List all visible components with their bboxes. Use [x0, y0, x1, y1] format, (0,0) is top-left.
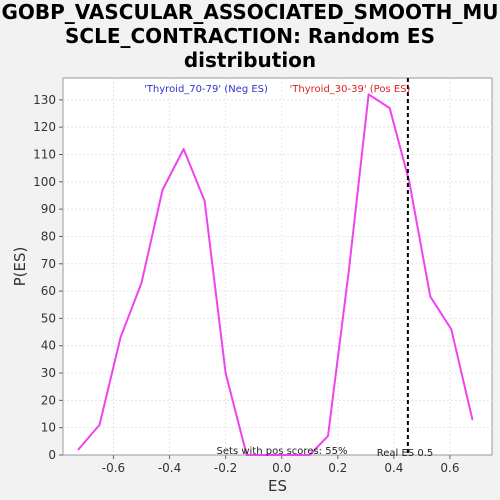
data-point	[245, 454, 248, 456]
y-tick-label: 40	[41, 339, 56, 353]
y-tick-label: 70	[41, 257, 56, 271]
y-tick-label: 30	[41, 366, 56, 380]
y-tick-label: 90	[41, 202, 56, 216]
x-tick-label: -0.4	[158, 461, 181, 475]
real-es-label: Real ES 0.5	[377, 448, 433, 459]
series-marks	[77, 78, 474, 456]
axes: 0 10 20 30 40 50 60 70 80 90 100 110 120 130 -0.6 -0.4 -…	[33, 93, 459, 475]
y-tick-label: 80	[41, 229, 56, 243]
y-axis-title: P(ES)	[11, 247, 29, 287]
data-point	[77, 448, 80, 451]
data-point	[348, 268, 350, 271]
y-tick-label: 10	[41, 421, 56, 435]
x-tick-label: 0.6	[440, 461, 459, 475]
pos-es-label: 'Thyroid_30-39' (Pos ES)	[290, 84, 411, 95]
x-tick-label: -0.6	[102, 461, 125, 475]
y-tick-label: 100	[33, 175, 56, 189]
data-point	[408, 181, 411, 183]
x-tick-label: -0.2	[214, 461, 237, 475]
y-tick-label: 110	[33, 147, 56, 161]
data-point	[327, 435, 329, 437]
chart-title-line-3: distribution	[183, 48, 317, 72]
data-point	[367, 93, 370, 96]
y-tick-label: 50	[41, 311, 56, 325]
x-tick-label: 0.0	[272, 461, 291, 475]
chart-title-line-2: SCLE_CONTRACTION: Random ES	[65, 24, 435, 48]
x-tick-label: 0.4	[384, 461, 403, 475]
plot-area	[62, 77, 493, 456]
pos-scores-label: Sets with pos scores: 55%	[217, 446, 348, 457]
chart-title-line-1: GOBP_VASCULAR_ASSOCIATED_SMOOTH_MU	[1, 0, 499, 24]
data-point	[203, 200, 206, 202]
data-point	[471, 418, 474, 421]
neg-es-label: 'Thyroid_70-79' (Neg ES)	[144, 84, 268, 95]
data-point	[140, 282, 143, 284]
data-point	[182, 148, 185, 150]
data-point	[388, 107, 391, 109]
data-point	[161, 189, 164, 191]
y-tick-label: 120	[33, 120, 56, 134]
y-tick-label: 130	[33, 93, 56, 107]
x-axis-title: ES	[268, 477, 287, 495]
y-tick-label: 0	[48, 448, 56, 462]
data-point	[450, 328, 453, 331]
x-tick-label: 0.2	[328, 461, 347, 475]
y-tick-label: 20	[41, 393, 56, 407]
data-point	[224, 372, 227, 374]
data-point	[287, 454, 290, 456]
grid-lines	[63, 78, 492, 455]
data-point	[308, 454, 311, 456]
annotations: 'Thyroid_70-79' (Neg ES) 'Thyroid_30-39' …	[144, 84, 433, 459]
data-point	[429, 295, 432, 298]
series-line	[77, 93, 474, 456]
chart-title: GOBP_VASCULAR_ASSOCIATED_SMOOTH_MU SCLE_…	[0, 0, 500, 72]
data-point	[119, 336, 122, 339]
data-point	[266, 454, 269, 456]
data-point	[98, 424, 101, 426]
y-tick-label: 60	[41, 284, 56, 298]
